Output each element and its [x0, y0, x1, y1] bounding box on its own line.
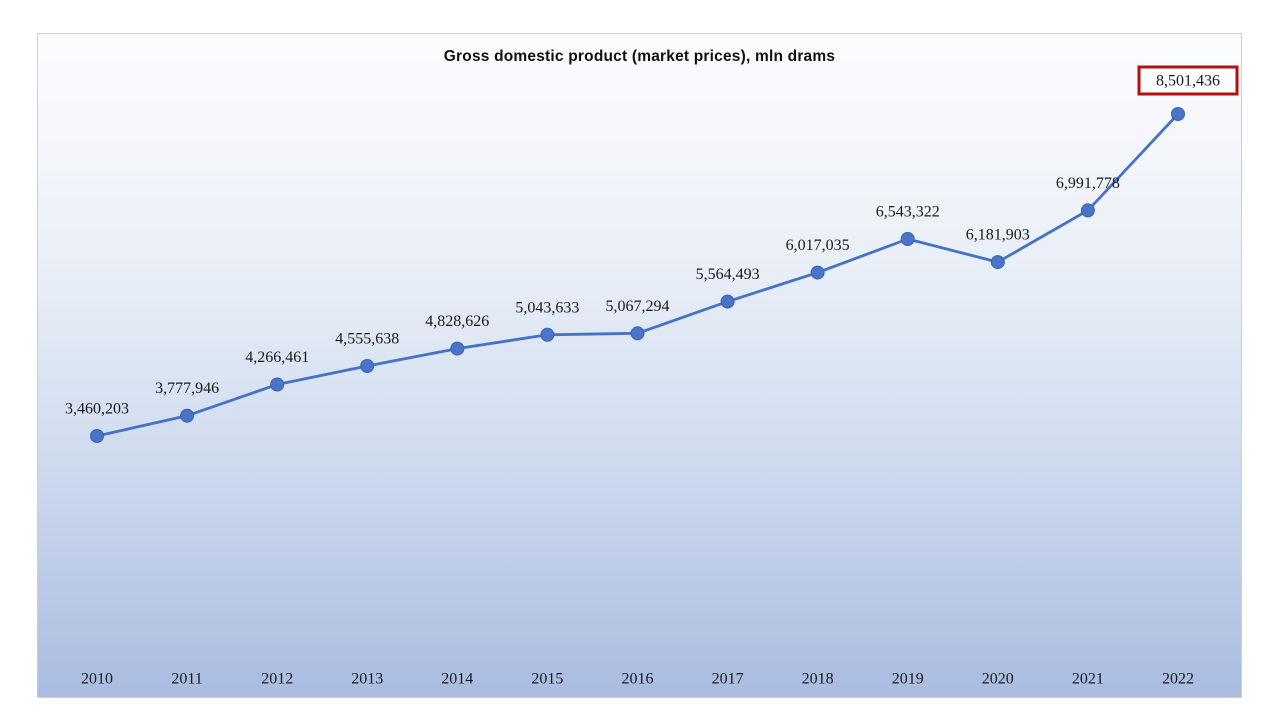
data-point-2013: [360, 359, 375, 373]
data-label-2017: 5,564,493: [696, 266, 760, 283]
data-point-2017: [720, 294, 735, 309]
data-label-2020: 6,181,903: [966, 227, 1030, 244]
data-label-2014: 4,828,626: [425, 313, 489, 330]
data-point-2022: [1171, 107, 1185, 121]
x-axis-label-2019: 2019: [892, 671, 924, 688]
data-point-2019: [900, 232, 915, 246]
x-axis-label-2017: 2017: [712, 671, 744, 688]
data-label-2010: 3,460,203: [65, 401, 129, 418]
data-label-2011: 3,777,946: [155, 380, 219, 397]
data-label-2012: 4,266,461: [245, 349, 309, 366]
data-point-2020: [990, 255, 1005, 270]
highlight-box: [1137, 65, 1239, 96]
data-label-2016: 5,067,294: [606, 298, 670, 315]
chart-area[interactable]: Gross domestic product (market prices), …: [37, 33, 1242, 698]
x-axis-label-2011: 2011: [171, 671, 202, 688]
data-label-2019: 6,543,322: [876, 204, 940, 221]
chart-title: Gross domestic product (market prices), …: [443, 48, 836, 65]
data-label-2015: 5,043,633: [515, 299, 579, 316]
data-label-2018: 6,017,035: [786, 237, 850, 254]
x-axis-label-2015: 2015: [531, 671, 563, 688]
chart-svg: 3,460,203 3,777,946 4,266,461 4,555,638 4,82…: [65, 65, 1239, 688]
gdp-line: [95, 112, 1180, 438]
data-point-2011: [180, 408, 195, 423]
x-axis-label-2014: 2014: [441, 671, 473, 688]
x-axis-label-2010: 2010: [81, 671, 113, 688]
data-label-highlight-2022: 8,501,436: [1156, 73, 1220, 90]
data-label-2021: 6,991,778: [1056, 175, 1120, 192]
x-axis-label-2020: 2020: [982, 671, 1014, 688]
x-axis-label-2013: 2013: [351, 671, 383, 688]
x-axis-label-2012: 2012: [261, 671, 293, 688]
x-axis-label-2022: 2022: [1162, 671, 1194, 688]
data-point-2018: [810, 265, 825, 280]
data-point-2015: [540, 327, 555, 342]
x-axis-label-2018: 2018: [802, 671, 834, 688]
x-axis-label-2021: 2021: [1072, 671, 1104, 688]
data-point-2016: [630, 326, 645, 341]
data-point-2012: [270, 377, 285, 392]
data-point-2014: [450, 341, 465, 356]
data-label-2013: 4,555,638: [335, 331, 399, 348]
x-axis-label-2016: 2016: [622, 671, 654, 688]
data-point-2010: [90, 429, 104, 443]
data-point-2021: [1080, 203, 1095, 218]
